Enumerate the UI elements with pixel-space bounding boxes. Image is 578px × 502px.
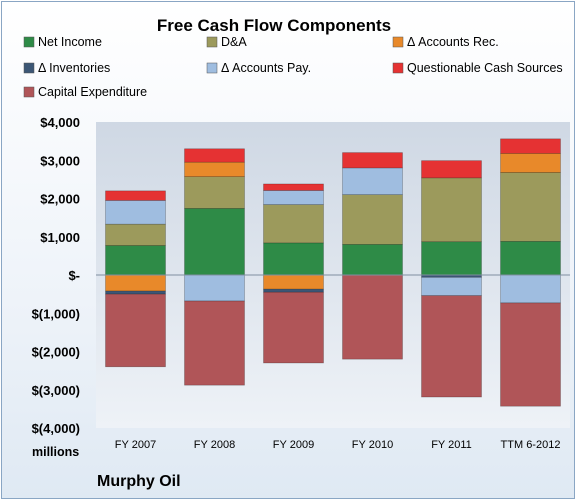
bar-net-income-fy-2011 [421,241,482,276]
bar-accounts-rec-fy-2009 [263,274,324,290]
y-tick-label: $4,000 [40,115,80,130]
bar-questionable-cash-sources-fy-2007 [105,190,166,201]
x-tick-label: FY 2009 [273,439,314,451]
legend-label-questionable-cash-sources: Questionable Cash Sources [407,61,563,75]
x-tick-label: FY 2007 [115,439,156,451]
bar-net-income-fy-2007 [105,245,166,276]
bar-inventories-fy-2007 [105,290,166,295]
bar-accounts-rec-ttm-6-2012 [500,153,561,173]
legend-swatch-capital-expenditure [23,86,35,98]
bar-questionable-cash-sources-fy-2009 [263,183,324,191]
bar-d-a-fy-2011 [421,177,482,243]
bar-net-income-fy-2010 [342,244,403,276]
bar-questionable-cash-sources-fy-2011 [421,160,482,179]
y-tick-label: $1,000 [40,230,80,245]
bar-questionable-cash-sources-fy-2008 [184,148,245,163]
legend-label-net-income: Net Income [38,35,102,49]
bar-net-income-fy-2009 [263,242,324,276]
bar-capital-expenditure-fy-2008 [184,300,245,386]
bar-accounts-pay-ttm-6-2012 [500,274,561,304]
legend-label-d-a: D&A [221,35,247,49]
bar-capital-expenditure-fy-2011 [421,295,482,398]
x-tick-label: FY 2011 [431,439,472,451]
x-axis: FY 2007 FY 2008 FY 2009 FY 2010 FY 2011 TTM 6… [115,439,561,451]
y-tick-label: $- [68,268,80,283]
bar-d-a-fy-2007 [105,223,166,246]
bar-capital-expenditure-fy-2009 [263,291,324,364]
chart-title: Free Cash Flow Components [157,16,391,35]
bar-net-income-fy-2008 [184,208,245,276]
bar-d-a-fy-2009 [263,204,324,244]
legend-label-accounts-pay: Δ Accounts Pay. [221,61,311,75]
legend-swatch-net-income [23,36,35,48]
company-label: Murphy Oil [97,473,181,490]
bar-d-a-fy-2008 [184,176,245,209]
legend-swatch-accounts-rec [392,36,404,48]
bar-capital-expenditure-fy-2007 [105,293,166,368]
bar-accounts-pay-fy-2009 [263,190,324,205]
legend-swatch-d-a [206,36,218,48]
legend: Net Income D&A Δ Accounts Rec. Δ Inventorie… [23,35,563,99]
legend-label-capital-expenditure: Capital Expenditure [38,85,147,99]
bar-accounts-rec-fy-2008 [184,161,245,177]
y-axis: $4,000 $3,000 $2,000 $1,000 $- $(1,000) $(2,00… [32,115,80,436]
y-tick-label: $(1,000) [32,306,80,321]
legend-swatch-accounts-pay [206,62,218,74]
units-label: millions [32,445,79,459]
bar-capital-expenditure-fy-2010 [342,274,403,360]
bar-accounts-pay-fy-2007 [105,200,166,225]
x-tick-label: FY 2008 [194,439,235,451]
y-tick-label: $2,000 [40,192,80,207]
bars [105,138,561,407]
bar-questionable-cash-sources-ttm-6-2012 [500,138,561,154]
y-tick-label: $(4,000) [32,421,80,436]
legend-label-accounts-rec: Δ Accounts Rec. [407,35,499,49]
bar-accounts-pay-fy-2010 [342,167,403,195]
bar-accounts-pay-fy-2008 [184,274,245,302]
x-tick-label: FY 2010 [352,439,393,451]
legend-swatch-inventories [23,62,35,74]
legend-label-inventories: Δ Inventories [38,61,110,75]
legend-swatch-questionable-cash-sources [392,62,404,74]
bar-d-a-ttm-6-2012 [500,172,561,242]
y-tick-label: $3,000 [40,153,80,168]
bar-d-a-fy-2010 [342,194,403,245]
y-tick-label: $(2,000) [32,345,80,360]
bar-net-income-ttm-6-2012 [500,241,561,276]
x-tick-label: TTM 6-2012 [501,439,561,451]
y-tick-label: $(3,000) [32,383,80,398]
bar-inventories-fy-2009 [263,288,324,293]
bar-questionable-cash-sources-fy-2010 [342,152,403,169]
bar-accounts-rec-fy-2007 [105,274,166,292]
bar-capital-expenditure-ttm-6-2012 [500,302,561,407]
bar-accounts-pay-fy-2011 [421,276,482,296]
